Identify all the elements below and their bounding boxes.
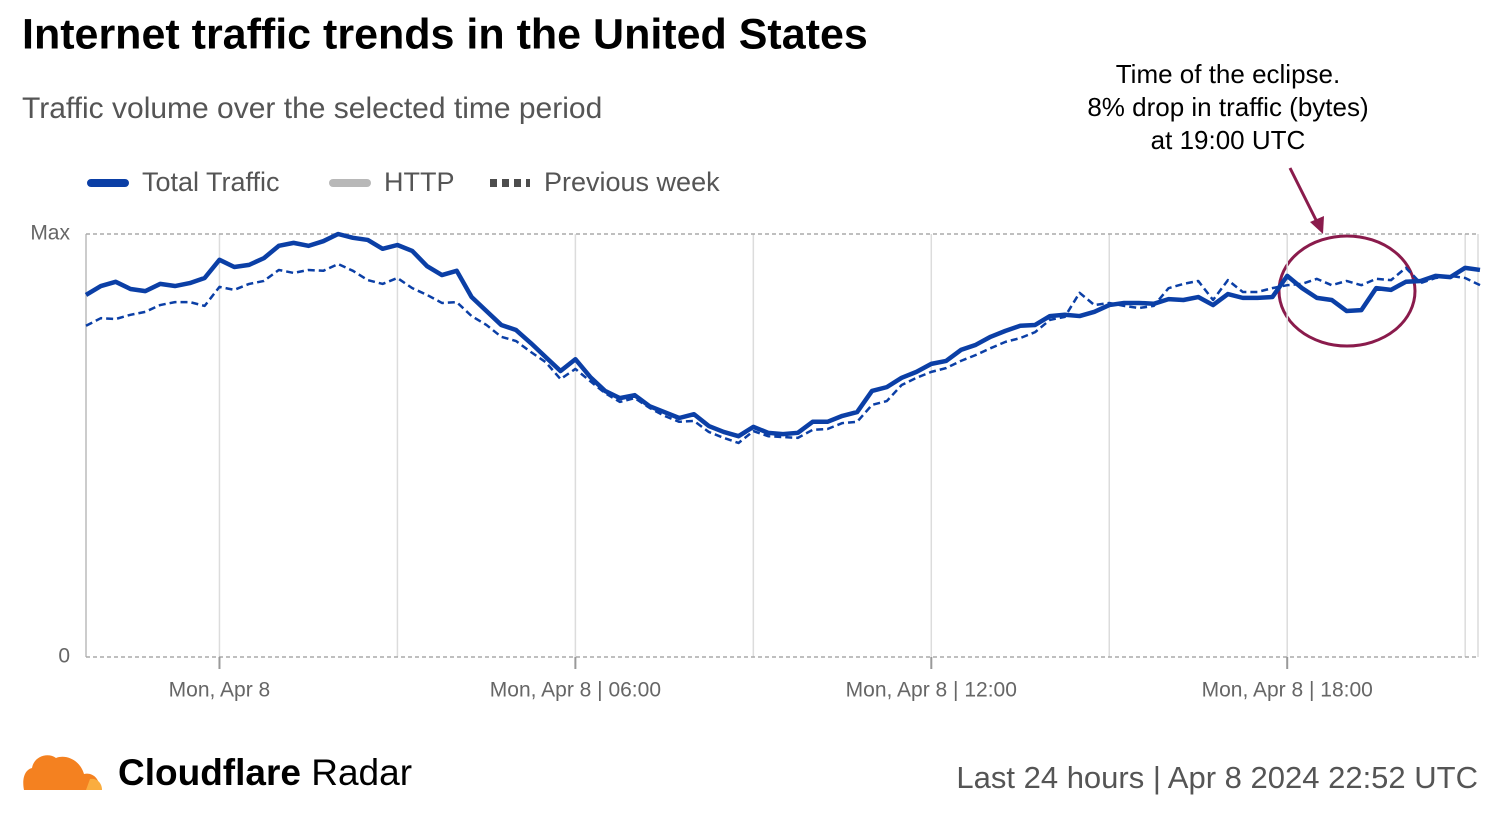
x-tick-label: Mon, Apr 8: [169, 679, 271, 702]
annotation-arrow: [1288, 167, 1320, 225]
logo: [23, 755, 102, 790]
chart-title: Internet traffic trends in the United St…: [22, 10, 868, 58]
x-tick-label: Mon, Apr 8 | 12:00: [846, 679, 1017, 702]
brand-product: Radar: [311, 752, 412, 793]
brand: Cloudflare Radar: [118, 752, 412, 793]
annotation-ellipse: [1277, 234, 1417, 348]
annotation-text: at 19:00 UTC: [1151, 125, 1306, 155]
series-line: [85, 262, 1481, 445]
logo-cloud: [23, 755, 100, 790]
annotation-text: 8% drop in traffic (bytes): [1087, 92, 1368, 122]
brand-name: Cloudflare: [118, 752, 301, 793]
y-tick-label: Max: [30, 222, 70, 245]
annotation: Time of the eclipse. 8% drop in traffic …: [1087, 59, 1417, 348]
series-line: [84, 231, 1481, 439]
chart-subtitle: Traffic volume over the selected time pe…: [22, 92, 602, 125]
legend-label: Total Traffic: [142, 167, 280, 197]
x-tick-label: Mon, Apr 8 | 18:00: [1202, 679, 1373, 702]
x-tick-label: Mon, Apr 8 | 06:00: [490, 679, 661, 702]
legend-label: HTTP: [384, 167, 455, 197]
footer-info: Last 24 hours | Apr 8 2024 22:52 UTC: [956, 760, 1478, 795]
legend-label: Previous week: [544, 167, 720, 197]
annotation-text: Time of the eclipse.: [1116, 59, 1340, 89]
arrow-head: [1310, 216, 1324, 234]
y-tick-label: 0: [58, 645, 70, 668]
logo-cloud-small: [86, 778, 102, 790]
